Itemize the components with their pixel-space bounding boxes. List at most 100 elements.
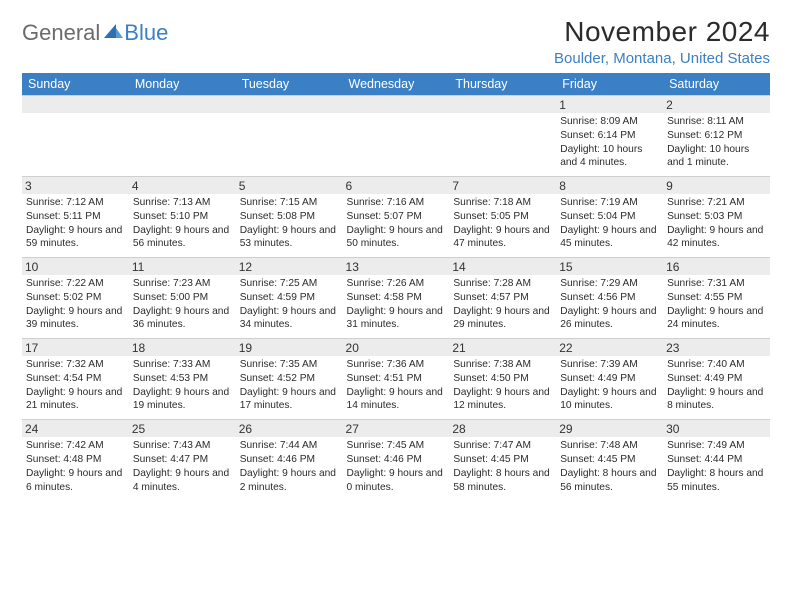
daylight-line: Daylight: 9 hours and 42 minutes.	[667, 225, 763, 250]
day-info: Sunrise: 7:40 AMSunset: 4:49 PMDaylight:…	[667, 358, 766, 413]
location-text: Boulder, Montana, United States	[554, 50, 770, 67]
sunset-line: Sunset: 4:44 PM	[667, 454, 742, 465]
sunrise-line: Sunrise: 7:40 AM	[667, 359, 745, 370]
daylight-line: Daylight: 9 hours and 10 minutes.	[560, 387, 656, 412]
day-info: Sunrise: 7:16 AMSunset: 5:07 PMDaylight:…	[347, 196, 446, 251]
day-cell: 23Sunrise: 7:40 AMSunset: 4:49 PMDayligh…	[663, 339, 770, 420]
day-cell: 6Sunrise: 7:16 AMSunset: 5:07 PMDaylight…	[343, 177, 450, 258]
sunrise-line: Sunrise: 7:15 AM	[240, 197, 318, 208]
day-info: Sunrise: 7:19 AMSunset: 5:04 PMDaylight:…	[560, 196, 659, 251]
day-cell: 5Sunrise: 7:15 AMSunset: 5:08 PMDaylight…	[236, 177, 343, 258]
day-number: 13	[343, 258, 450, 275]
day-number: 22	[556, 339, 663, 356]
sunrise-line: Sunrise: 7:31 AM	[667, 278, 745, 289]
day-number: 17	[22, 339, 129, 356]
month-title: November 2024	[554, 16, 770, 48]
daylight-line: Daylight: 9 hours and 39 minutes.	[26, 306, 122, 331]
day-number: 24	[22, 420, 129, 437]
day-cell: 22 Sunrise: 7:39 AMSunset: 4:49 PMDayligh…	[556, 339, 663, 420]
sunrise-line: Sunrise: 7:28 AM	[453, 278, 531, 289]
daylight-line: Daylight: 9 hours and 59 minutes.	[26, 225, 122, 250]
sunset-line: Sunset: 4:51 PM	[347, 373, 422, 384]
day-number: 5	[236, 177, 343, 194]
day-info: Sunrise: 7:38 AMSunset: 4:50 PMDaylight:…	[453, 358, 552, 413]
day-cell: 25Sunrise: 7:43 AMSunset: 4:47 PMDayligh…	[129, 420, 236, 501]
sunrise-line: Sunrise: 7:48 AM	[560, 440, 638, 451]
daylight-line: Daylight: 10 hours and 1 minute.	[667, 144, 749, 169]
sunrise-line: Sunrise: 7:43 AM	[133, 440, 211, 451]
empty-day-band	[449, 96, 556, 113]
day-info: Sunrise: 7:48 AMSunset: 4:45 PMDaylight:…	[560, 439, 659, 494]
sunset-line: Sunset: 4:53 PM	[133, 373, 208, 384]
day-number: 1	[556, 96, 663, 113]
day-info: Sunrise: 7:13 AMSunset: 5:10 PMDaylight:…	[133, 196, 232, 251]
day-info: Sunrise: 7:39 AMSunset: 4:49 PMDaylight:…	[560, 358, 659, 413]
day-cell: 29Sunrise: 7:48 AMSunset: 4:45 PMDayligh…	[556, 420, 663, 501]
sunset-line: Sunset: 4:52 PM	[240, 373, 315, 384]
day-cell: 18Sunrise: 7:33 AMSunset: 4:53 PMDayligh…	[129, 339, 236, 420]
day-info: Sunrise: 7:31 AMSunset: 4:55 PMDaylight:…	[667, 277, 766, 332]
sunrise-line: Sunrise: 7:23 AM	[133, 278, 211, 289]
empty-day-band	[129, 96, 236, 113]
day-info: Sunrise: 7:12 AMSunset: 5:11 PMDaylight:…	[26, 196, 125, 251]
weekday-header: Sunday	[22, 73, 129, 96]
sunset-line: Sunset: 4:45 PM	[453, 454, 528, 465]
weekday-header: Monday	[129, 73, 236, 96]
daylight-line: Daylight: 9 hours and 14 minutes.	[347, 387, 443, 412]
day-info: Sunrise: 8:09 AMSunset: 6:14 PMDaylight:…	[560, 115, 659, 170]
brand-logo: General Blue	[22, 16, 168, 46]
daylight-line: Daylight: 9 hours and 6 minutes.	[26, 468, 122, 493]
day-cell	[449, 96, 556, 177]
day-number: 10	[22, 258, 129, 275]
brand-part1: General	[22, 20, 100, 46]
sunrise-line: Sunrise: 7:49 AM	[667, 440, 745, 451]
day-cell	[129, 96, 236, 177]
day-number: 9	[663, 177, 770, 194]
day-cell	[343, 96, 450, 177]
day-number: 20	[343, 339, 450, 356]
sunrise-line: Sunrise: 7:32 AM	[26, 359, 104, 370]
sunrise-line: Sunrise: 7:33 AM	[133, 359, 211, 370]
day-cell: 20Sunrise: 7:36 AMSunset: 4:51 PMDayligh…	[343, 339, 450, 420]
day-cell: 30Sunrise: 7:49 AMSunset: 4:44 PMDayligh…	[663, 420, 770, 501]
day-cell	[22, 96, 129, 177]
day-cell: 15Sunrise: 7:29 AMSunset: 4:56 PMDayligh…	[556, 258, 663, 339]
day-info: Sunrise: 7:43 AMSunset: 4:47 PMDaylight:…	[133, 439, 232, 494]
daylight-line: Daylight: 8 hours and 58 minutes.	[453, 468, 549, 493]
daylight-line: Daylight: 9 hours and 45 minutes.	[560, 225, 656, 250]
sunset-line: Sunset: 4:46 PM	[240, 454, 315, 465]
weekday-header-row: Sunday Monday Tuesday Wednesday Thursday…	[22, 73, 770, 96]
daylight-line: Daylight: 10 hours and 4 minutes.	[560, 144, 642, 169]
daylight-line: Daylight: 9 hours and 17 minutes.	[240, 387, 336, 412]
daylight-line: Daylight: 9 hours and 36 minutes.	[133, 306, 229, 331]
sunrise-line: Sunrise: 7:45 AM	[347, 440, 425, 451]
weekday-header: Friday	[556, 73, 663, 96]
sunrise-line: Sunrise: 7:25 AM	[240, 278, 318, 289]
day-cell: 1 Sunrise: 8:09 AMSunset: 6:14 PMDaylight…	[556, 96, 663, 177]
daylight-line: Daylight: 9 hours and 53 minutes.	[240, 225, 336, 250]
sunrise-line: Sunrise: 7:29 AM	[560, 278, 638, 289]
calendar-table: Sunday Monday Tuesday Wednesday Thursday…	[22, 73, 770, 500]
weekday-header: Thursday	[449, 73, 556, 96]
brand-part2: Blue	[124, 20, 168, 46]
daylight-line: Daylight: 9 hours and 47 minutes.	[453, 225, 549, 250]
week-row: 3Sunrise: 7:12 AMSunset: 5:11 PMDaylight…	[22, 177, 770, 258]
day-cell: 12Sunrise: 7:25 AMSunset: 4:59 PMDayligh…	[236, 258, 343, 339]
sunrise-line: Sunrise: 7:18 AM	[453, 197, 531, 208]
day-info: Sunrise: 7:21 AMSunset: 5:03 PMDaylight:…	[667, 196, 766, 251]
day-cell: 9 Sunrise: 7:21 AMSunset: 5:03 PMDaylight…	[663, 177, 770, 258]
sunrise-line: Sunrise: 8:11 AM	[667, 116, 744, 127]
week-row: 17Sunrise: 7:32 AMSunset: 4:54 PMDayligh…	[22, 339, 770, 420]
daylight-line: Daylight: 9 hours and 12 minutes.	[453, 387, 549, 412]
sunrise-line: Sunrise: 7:38 AM	[453, 359, 531, 370]
daylight-line: Daylight: 9 hours and 50 minutes.	[347, 225, 443, 250]
empty-day-band	[343, 96, 450, 113]
day-number: 26	[236, 420, 343, 437]
sunset-line: Sunset: 4:46 PM	[347, 454, 422, 465]
day-number: 12	[236, 258, 343, 275]
day-info: Sunrise: 7:22 AMSunset: 5:02 PMDaylight:…	[26, 277, 125, 332]
sunset-line: Sunset: 4:47 PM	[133, 454, 208, 465]
day-cell: 4Sunrise: 7:13 AMSunset: 5:10 PMDaylight…	[129, 177, 236, 258]
sunrise-line: Sunrise: 7:19 AM	[560, 197, 638, 208]
day-number: 28	[449, 420, 556, 437]
